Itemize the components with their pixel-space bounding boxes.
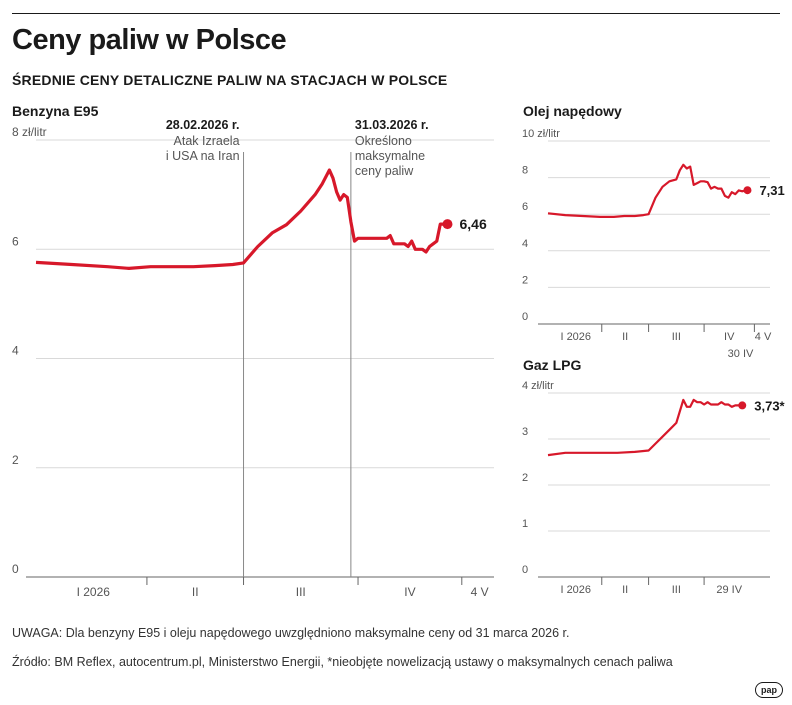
e95-annotation-text: ceny paliw xyxy=(355,164,414,178)
e95-ytick-label: 4 xyxy=(12,344,19,358)
on-xtick-label: I 2026 xyxy=(560,331,591,343)
on-xtick-label: III xyxy=(672,331,681,343)
e95-annotation-text: Określono xyxy=(355,134,412,148)
e95-xtick-label: II xyxy=(192,585,199,599)
e95-last-point xyxy=(442,219,453,230)
top-rule xyxy=(12,13,780,14)
page-subtitle: ŚREDNIE CENY DETALICZNE PALIW NA STACJAC… xyxy=(12,72,448,88)
pap-logo: pap xyxy=(755,682,783,698)
on-ytick-label: 8 xyxy=(522,165,528,177)
on-xtick-label: IV xyxy=(724,331,735,343)
on-xtick-label: II xyxy=(622,331,628,343)
e95-panel-title: Benzyna E95 xyxy=(12,103,99,119)
on-ytick-label: 2 xyxy=(522,274,528,286)
on-ytick-label: 4 xyxy=(522,238,528,250)
page-title: Ceny paliw w Polsce xyxy=(12,24,287,56)
lpg-ytick-label: 2 xyxy=(522,472,528,484)
e95-annotation-date: 28.02.2026 r. xyxy=(166,118,240,132)
on-xtick-label: 4 V xyxy=(755,331,772,343)
lpg-xtick-label: III xyxy=(672,584,681,596)
lpg-ylabel: 4 zł/litr xyxy=(522,380,554,392)
e95-ylabel: 8 zł/litr xyxy=(12,125,47,139)
on-xtick-label-extra: 30 IV xyxy=(728,348,754,360)
on-series-line xyxy=(547,163,748,218)
e95-series-line xyxy=(35,168,448,270)
e95-ytick-label: 2 xyxy=(12,453,19,467)
lpg-xtick-label: II xyxy=(622,584,628,596)
lpg-xtick-label: I 2026 xyxy=(560,584,591,596)
e95-last-value-label: 6,46 xyxy=(459,216,486,232)
lpg-xtick-label: 29 IV xyxy=(716,584,742,596)
e95-xtick-label: I 2026 xyxy=(77,585,111,599)
e95-annotation-text: i USA na Iran xyxy=(166,149,240,163)
e95-xtick-label: IV xyxy=(404,585,415,599)
on-last-value-label: 7,31 xyxy=(759,183,784,198)
footnote-uwaga: UWAGA: Dla benzyny E95 i oleju napędoweg… xyxy=(12,626,570,640)
lpg-last-value-label: 3,73* xyxy=(754,398,785,413)
e95-annotation-date: 31.03.2026 r. xyxy=(355,118,429,132)
on-ylabel: 10 zł/litr xyxy=(522,128,560,140)
e95-xtick-label: 4 V xyxy=(471,585,489,599)
e95-annotation-text: Atak Izraela xyxy=(174,134,240,148)
on-panel-title: Olej napędowy xyxy=(523,103,622,119)
lpg-series-line xyxy=(547,398,743,457)
lpg-ytick-label: 0 xyxy=(522,564,528,576)
e95-ytick-label: 6 xyxy=(12,234,19,248)
lpg-ytick-label: 1 xyxy=(522,518,528,530)
lpg-last-point xyxy=(738,401,747,410)
e95-ytick-label: 0 xyxy=(12,562,19,576)
on-ytick-label: 0 xyxy=(522,311,528,323)
footnote-source: Źródło: BM Reflex, autocentrum.pl, Minis… xyxy=(12,655,673,669)
e95-annotation-text: maksymalne xyxy=(355,149,425,163)
lpg-panel-title: Gaz LPG xyxy=(523,357,582,373)
e95-xtick-label: III xyxy=(296,585,306,599)
on-last-point xyxy=(743,186,752,195)
on-ytick-label: 6 xyxy=(522,201,528,213)
lpg-ytick-label: 3 xyxy=(522,426,528,438)
